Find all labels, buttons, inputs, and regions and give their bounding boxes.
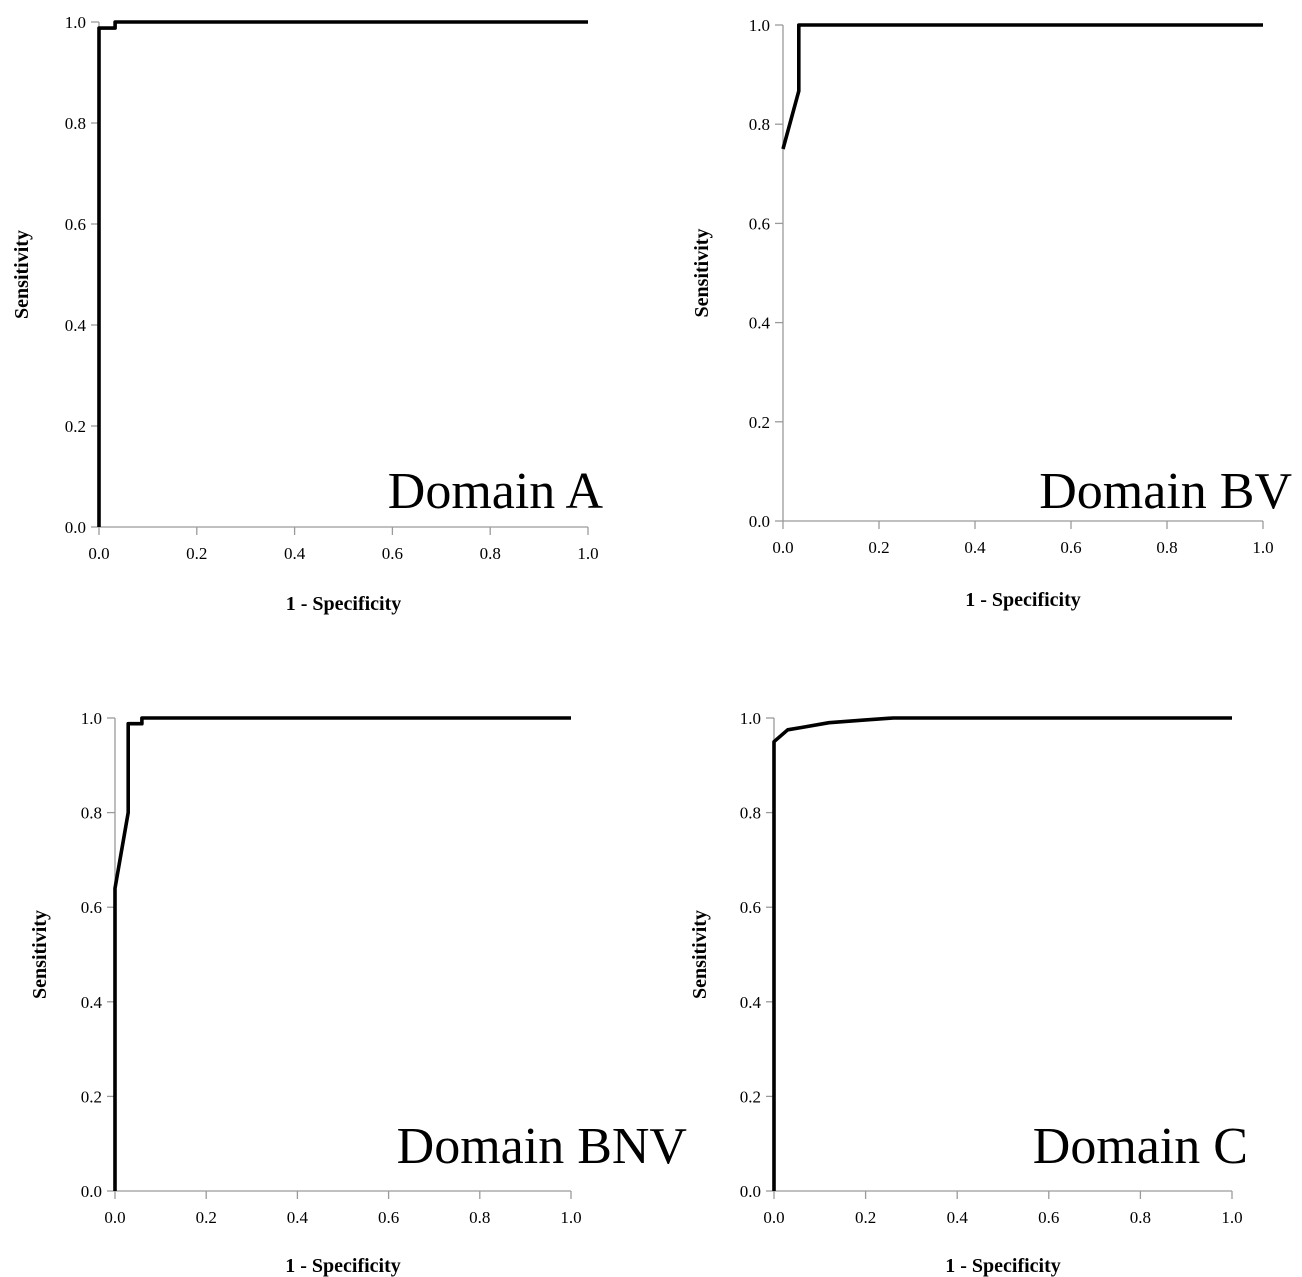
x-tick-label: 0.2 <box>196 1208 217 1227</box>
x-tick-label: 0.8 <box>480 544 501 563</box>
y-tick-label: 0.4 <box>749 314 771 333</box>
roc-curve <box>781 23 1263 150</box>
roc-panel-2: 0.0 0.2 0.4 0.6 0.8 1.0 0.0 0.2 0.4 0.6 0.8 1.0 1 - … <box>691 16 1292 611</box>
y-tick-label: 0.8 <box>740 804 761 823</box>
y-tick-label: 0.6 <box>65 215 86 234</box>
x-tick-label: 0.0 <box>772 538 793 557</box>
x-tick-label: 0.6 <box>378 1208 399 1227</box>
y-tick-label: 1.0 <box>749 16 770 35</box>
panel-annotation: Domain BNV <box>397 1118 687 1175</box>
y-tick-label: 0.4 <box>65 316 87 335</box>
y-axis-title: Sensitivity <box>11 230 33 319</box>
roc-curve <box>772 716 1232 1191</box>
x-tick-label: 0.4 <box>964 538 986 557</box>
x-tick-label: 0.8 <box>469 1208 490 1227</box>
x-axis-title: 1 - Specificity <box>285 1255 401 1277</box>
y-axis-title: Sensitivity <box>689 910 711 999</box>
y-tick-label: 0.8 <box>749 115 770 134</box>
y-tick-label: 0.0 <box>65 518 86 537</box>
x-axis-title: 1 - Specificity <box>286 593 402 615</box>
x-tick-label: 0.2 <box>855 1208 876 1227</box>
x-tick-label: 0.2 <box>868 538 889 557</box>
y-tick-label: 0.6 <box>740 898 761 917</box>
y-tick-label: 0.8 <box>65 114 86 133</box>
y-tick-label: 0.4 <box>740 993 762 1012</box>
x-axis-title: 1 - Specificity <box>945 1255 1061 1277</box>
y-tick-label: 1.0 <box>81 709 102 728</box>
y-tick-label: 0.2 <box>749 413 770 432</box>
y-tick-label: 1.0 <box>740 709 761 728</box>
y-tick-label: 0.4 <box>81 993 103 1012</box>
y-tick-label: 0.2 <box>65 417 86 436</box>
x-tick-label: 1.0 <box>560 1208 581 1227</box>
x-tick-label: 0.6 <box>382 544 403 563</box>
x-tick-label: 1.0 <box>1221 1208 1242 1227</box>
panel-annotation: Domain BV <box>1039 463 1292 520</box>
y-axis-title: Sensitivity <box>29 910 51 999</box>
x-tick-label: 0.4 <box>947 1208 969 1227</box>
y-axis-title: Sensitivity <box>691 229 713 318</box>
x-tick-label: 1.0 <box>1252 538 1273 557</box>
roc-curve <box>97 20 588 527</box>
roc-curve <box>113 716 571 1191</box>
x-tick-label: 0.0 <box>88 544 109 563</box>
y-tick-label: 0.2 <box>81 1087 102 1106</box>
x-tick-label: 0.6 <box>1038 1208 1059 1227</box>
y-tick-label: 0.8 <box>81 804 102 823</box>
panel-annotation: Domain A <box>388 463 604 520</box>
roc-panel-3: 0.0 0.2 0.4 0.6 0.8 1.0 0.0 0.2 0.4 0.6 0.8 1.0 1 - … <box>29 709 687 1277</box>
y-tick-label: 0.0 <box>740 1182 761 1201</box>
panel-annotation: Domain C <box>1033 1118 1248 1175</box>
x-tick-label: 0.4 <box>284 544 306 563</box>
y-tick-label: 1.0 <box>65 13 86 32</box>
x-tick-label: 0.8 <box>1130 1208 1151 1227</box>
roc-panel-4: 0.0 0.2 0.4 0.6 0.8 1.0 0.0 0.2 0.4 0.6 0.8 1.0 1 - … <box>689 709 1248 1277</box>
roc-panel-1: 0.0 0.2 0.4 0.6 0.8 1.0 0.0 0.2 0.4 0.6 0.8 1.0 1 - … <box>11 13 603 615</box>
x-axis-title: 1 - Specificity <box>965 589 1081 611</box>
y-tick-label: 0.0 <box>749 512 770 531</box>
x-tick-label: 1.0 <box>577 544 598 563</box>
y-tick-label: 0.2 <box>740 1087 761 1106</box>
x-tick-label: 0.4 <box>287 1208 309 1227</box>
x-tick-label: 0.8 <box>1156 538 1177 557</box>
y-tick-label: 0.6 <box>81 898 102 917</box>
x-tick-label: 0.0 <box>104 1208 125 1227</box>
x-tick-label: 0.2 <box>186 544 207 563</box>
y-tick-label: 0.6 <box>749 214 770 233</box>
x-tick-label: 0.0 <box>763 1208 784 1227</box>
y-tick-label: 0.0 <box>81 1182 102 1201</box>
x-tick-label: 0.6 <box>1060 538 1081 557</box>
